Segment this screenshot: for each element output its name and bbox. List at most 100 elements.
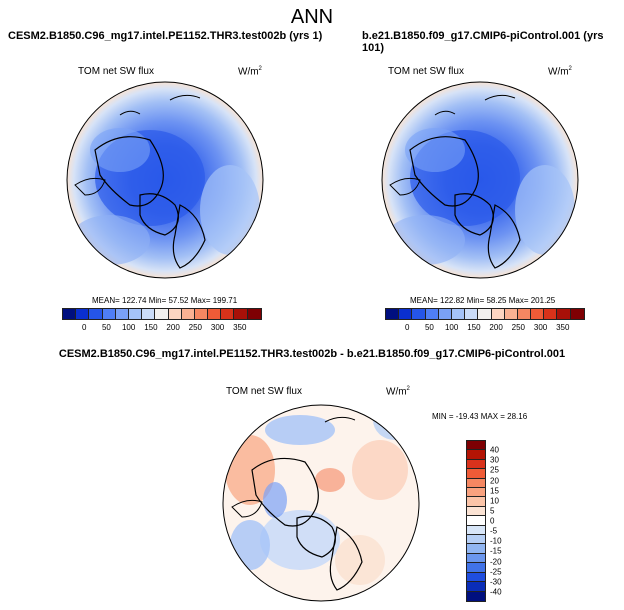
colorbar-swatch — [115, 309, 129, 319]
colorbar-tick-label: 10 — [490, 496, 499, 506]
colorbar-swatch — [517, 309, 532, 319]
colorbar-swatch — [467, 441, 485, 451]
colorbar-tick-label: 150 — [467, 323, 481, 332]
colorbar-swatch — [194, 309, 209, 319]
colorbar-tick-label: 350 — [556, 323, 570, 332]
colorbar-swatch — [76, 309, 90, 319]
colorbar-tick-label: 300 — [533, 323, 548, 332]
colorbar-swatch — [467, 497, 485, 507]
right-variable-label: TOM net SW flux — [388, 66, 464, 77]
colorbar-swatch — [478, 309, 492, 319]
colorbar-swatch — [467, 516, 485, 526]
colorbar-swatch — [570, 309, 584, 319]
colorbar-swatch — [102, 309, 116, 319]
colorbar-swatch — [234, 309, 248, 319]
colorbar-swatch — [467, 544, 485, 554]
colorbar-tick-label: 100 — [444, 323, 459, 332]
colorbar-swatch — [399, 309, 413, 319]
left-colorbar-ticks: 0 50 100 150 200 250 300 350 — [62, 323, 262, 333]
left-map — [66, 81, 264, 279]
diff-colorbar-ticks: 40 30 25 20 15 10 5 0 -5 -10 -15 -20 -25 -30 -40 — [490, 440, 514, 602]
colorbar-swatch — [467, 478, 485, 489]
colorbar-swatch — [544, 309, 558, 319]
right-units-label: W/m2 — [548, 66, 572, 78]
colorbar-swatch — [467, 469, 485, 479]
colorbar-tick-label: 350 — [233, 323, 247, 332]
colorbar-swatch — [467, 572, 485, 583]
right-case-title: b.e21.B1850.f09_g17.CMIP6-piControl.001 … — [362, 30, 604, 54]
colorbar-swatch — [491, 309, 505, 319]
colorbar-swatch — [386, 309, 400, 319]
right-colorbar — [385, 308, 585, 320]
colorbar-swatch — [557, 309, 571, 319]
difference-title: CESM2.B1850.C96_mg17.intel.PE1152.THR3.t… — [58, 348, 566, 360]
colorbar-tick-label: 15 — [490, 486, 499, 496]
colorbar-tick-label: -5 — [490, 526, 498, 536]
colorbar-swatch — [467, 582, 485, 592]
colorbar-swatch — [168, 309, 182, 319]
left-variable-label: TOM net SW flux — [78, 66, 154, 77]
colorbar-swatch — [247, 309, 261, 319]
right-colorbar-ticks: 0 50 100 150 200 250 300 350 — [385, 323, 585, 333]
colorbar-tick-label: 200 — [489, 323, 503, 332]
colorbar-swatch — [467, 450, 485, 460]
difference-map — [222, 404, 420, 602]
colorbar-swatch — [208, 309, 222, 319]
colorbar-swatch — [465, 309, 479, 319]
diff-units-label: W/m2 — [386, 386, 410, 398]
colorbar-swatch — [531, 309, 545, 319]
colorbar-tick-label: 30 — [490, 455, 499, 465]
right-stats: MEAN= 122.82 Min= 58.25 Max= 201.25 — [410, 296, 556, 305]
colorbar-swatch — [451, 309, 466, 319]
colorbar-tick-label: -25 — [490, 567, 502, 577]
right-map — [381, 81, 579, 279]
colorbar-swatch — [412, 309, 426, 319]
colorbar-tick-label: 0 — [490, 516, 495, 526]
left-colorbar — [62, 308, 262, 320]
colorbar-swatch — [467, 506, 485, 517]
diff-colorbar — [466, 440, 486, 602]
colorbar-swatch — [221, 309, 235, 319]
colorbar-swatch — [438, 309, 452, 319]
colorbar-swatch — [467, 553, 485, 564]
colorbar-swatch — [142, 309, 156, 319]
left-units-label: W/m2 — [238, 66, 262, 78]
figure-title: ANN — [290, 6, 334, 28]
colorbar-swatch — [425, 309, 439, 319]
colorbar-tick-label: -20 — [490, 557, 502, 566]
colorbar-swatch — [63, 309, 77, 319]
colorbar-tick-label: 0 — [81, 323, 87, 332]
colorbar-tick-label: 40 — [490, 445, 499, 455]
colorbar-swatch — [181, 309, 195, 319]
colorbar-tick-label: -30 — [490, 577, 502, 587]
diff-variable-label: TOM net SW flux — [226, 386, 302, 397]
colorbar-tick-label: 50 — [101, 323, 111, 332]
left-case-title: CESM2.B1850.C96_mg17.intel.PE1152.THR3.t… — [8, 30, 323, 42]
left-stats: MEAN= 122.74 Min= 57.52 Max= 199.71 — [92, 296, 238, 305]
colorbar-tick-label: 5 — [490, 506, 495, 516]
colorbar-tick-label: 20 — [490, 476, 499, 485]
colorbar-tick-label: -40 — [490, 587, 502, 597]
colorbar-swatch — [89, 309, 103, 319]
colorbar-swatch — [467, 535, 485, 545]
colorbar-swatch — [467, 459, 485, 470]
diff-stats: MIN = -19.43 MAX = 28.16 — [432, 412, 528, 421]
colorbar-tick-label: -10 — [490, 536, 502, 546]
colorbar-tick-label: 250 — [188, 323, 203, 332]
colorbar-tick-label: 25 — [490, 465, 499, 475]
colorbar-tick-label: 0 — [404, 323, 410, 332]
colorbar-tick-label: 150 — [144, 323, 158, 332]
colorbar-swatch — [467, 525, 485, 536]
colorbar-tick-label: -15 — [490, 546, 502, 556]
colorbar-tick-label: 250 — [511, 323, 526, 332]
colorbar-swatch — [504, 309, 518, 319]
colorbar-swatch — [467, 488, 485, 498]
colorbar-swatch — [155, 309, 169, 319]
colorbar-tick-label: 100 — [121, 323, 136, 332]
colorbar-tick-label: 300 — [210, 323, 225, 332]
colorbar-swatch — [467, 563, 485, 573]
colorbar-swatch — [467, 591, 485, 601]
colorbar-swatch — [128, 309, 143, 319]
colorbar-tick-label: 200 — [166, 323, 180, 332]
